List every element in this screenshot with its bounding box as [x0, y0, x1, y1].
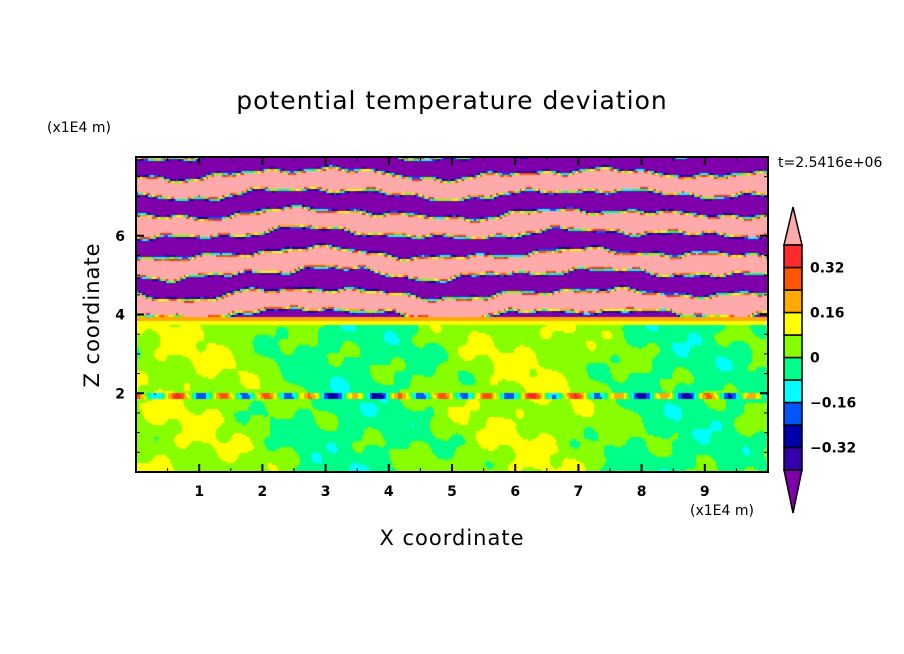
colorbar-box — [783, 446, 803, 471]
chart-title: potential temperature deviation — [236, 86, 668, 115]
colorbar-box — [783, 424, 803, 449]
y-tick-label: 4 — [115, 308, 125, 324]
colorbar-tick-label: −0.32 — [810, 441, 856, 457]
colorbar-tick-label: −0.16 — [810, 396, 856, 412]
colorbar-extend-low — [783, 469, 803, 514]
time-label: t=2.5416e+06 — [778, 155, 883, 171]
y-tick-label: 2 — [115, 386, 125, 402]
colorbar-box — [783, 266, 803, 291]
x-tick-label: 5 — [447, 484, 457, 500]
x-axis-label: X coordinate — [379, 526, 525, 550]
x-tick-label: 6 — [510, 484, 520, 500]
x-tick-label: 7 — [574, 484, 584, 500]
y-unit-label: (x1E4 m) — [47, 120, 111, 136]
x-tick-label: 3 — [321, 484, 331, 500]
colorbar-box — [783, 244, 803, 269]
plot-frame — [135, 156, 769, 473]
colorbar-box — [783, 289, 803, 314]
colorbar-box — [783, 311, 803, 336]
colorbar-tick-label: 0.16 — [810, 306, 845, 322]
colorbar-box — [783, 379, 803, 404]
colorbar-box — [783, 356, 803, 381]
x-tick-label: 2 — [258, 484, 268, 500]
colorbar-box — [783, 334, 803, 359]
x-tick-label: 9 — [700, 484, 710, 500]
colorbar-tick-label: 0.32 — [810, 261, 845, 277]
contour-field — [136, 157, 768, 472]
colorbar-box — [783, 401, 803, 426]
x-tick-label: 8 — [637, 484, 647, 500]
y-tick-label: 6 — [115, 229, 125, 245]
x-tick-label: 1 — [194, 484, 204, 500]
colorbar-tick-label: 0 — [810, 351, 820, 367]
x-tick-label: 4 — [384, 484, 394, 500]
colorbar-extend-high — [783, 206, 803, 246]
x-unit-label: (x1E4 m) — [690, 503, 754, 519]
